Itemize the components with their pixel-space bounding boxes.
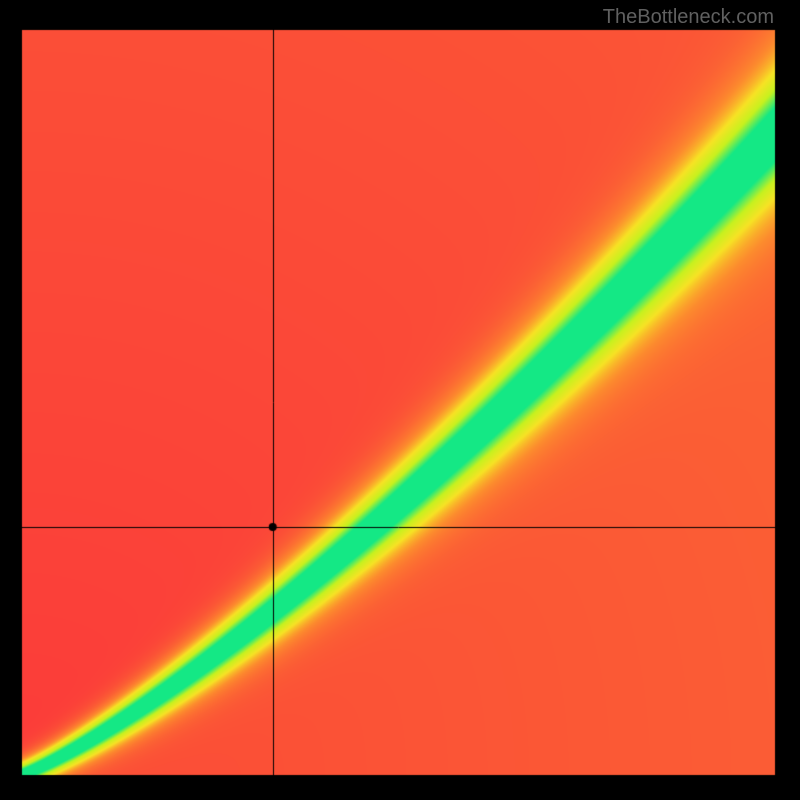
bottleneck-heatmap (0, 0, 800, 800)
watermark-label: TheBottleneck.com (603, 6, 774, 29)
